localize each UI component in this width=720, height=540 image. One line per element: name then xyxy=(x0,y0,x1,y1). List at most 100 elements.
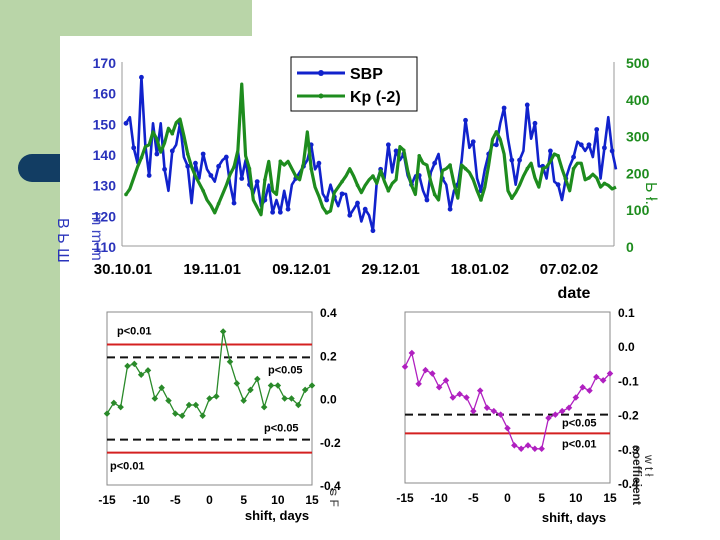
kp-point xyxy=(540,166,545,171)
sbp-point xyxy=(185,163,191,169)
bl-threshold-label: p<0.01 xyxy=(117,325,152,337)
sbp-point xyxy=(200,151,206,157)
bl-thresholds: p<0.01 p<0.05 p<0.05 p<0.01 xyxy=(107,325,312,473)
bl-threshold-label: p<0.01 xyxy=(110,461,145,473)
bl-point xyxy=(308,382,316,389)
main-y-ticks-left: 110 120 130 140 150 160 170 xyxy=(93,55,117,255)
br-point xyxy=(415,380,422,388)
br-point xyxy=(565,404,573,412)
br-x-tick: 5 xyxy=(538,491,545,505)
br-point xyxy=(579,383,586,391)
br-y-tick: -0.2 xyxy=(618,409,639,423)
sbp-point xyxy=(316,160,322,166)
bl-point xyxy=(295,401,302,409)
br-point xyxy=(572,394,580,401)
kp-point xyxy=(340,179,344,184)
kp-point xyxy=(417,154,422,158)
bl-x-ticks: -15 -10 -5 0 5 10 15 xyxy=(98,493,319,507)
bl-x-tick: 5 xyxy=(240,493,247,507)
br-y-tick: -0.3 xyxy=(618,443,639,457)
kp-point xyxy=(247,166,252,171)
kp-point xyxy=(479,198,483,202)
br-point xyxy=(524,442,532,449)
sbp-point xyxy=(447,206,453,212)
br-point xyxy=(408,349,416,357)
bl-point xyxy=(165,397,172,404)
br-point xyxy=(401,363,409,370)
kp-point xyxy=(170,131,175,136)
bl-x-tick: 0 xyxy=(206,493,213,507)
sbp-point xyxy=(139,74,144,80)
kp-point xyxy=(201,189,205,193)
br-point xyxy=(586,387,593,394)
main-y-tick-right: 300 xyxy=(626,129,650,145)
kp-point xyxy=(602,181,607,186)
sbp-point xyxy=(517,157,522,163)
main-y-tick-left: 150 xyxy=(93,116,117,132)
br-point xyxy=(606,370,614,377)
bl-y-tick: 0.2 xyxy=(320,349,337,363)
br-point xyxy=(545,414,552,422)
legend-kp-marker xyxy=(318,93,324,99)
main-x-tick: 19.11.01 xyxy=(183,261,241,278)
bl-plot-frame xyxy=(106,311,313,486)
br-point xyxy=(504,425,511,432)
br-point xyxy=(552,411,559,418)
kp-point xyxy=(293,174,298,178)
sbp-point xyxy=(571,154,576,160)
bottom-left-edge-fragment: ຣ F xyxy=(327,488,341,507)
br-point xyxy=(429,370,436,377)
kp-point xyxy=(494,130,499,134)
kp-point xyxy=(355,183,360,188)
bl-point xyxy=(158,384,165,391)
main-y-tick-left: 140 xyxy=(93,147,117,163)
main-right-edge-fragment: Ь ł. xyxy=(642,182,659,205)
sbp-point xyxy=(146,173,152,178)
sbp-point xyxy=(532,120,538,126)
main-y-tick-left: 130 xyxy=(93,178,117,194)
br-y-tick: -0.4 xyxy=(618,477,639,491)
main-y-tick-right: 0 xyxy=(626,239,634,255)
bl-y-tick: -0.4 xyxy=(320,479,341,493)
kp-point xyxy=(232,165,236,169)
bl-y-ticks: 0.4 0.2 0.0 -0.2 -0.4 xyxy=(320,306,341,493)
bl-point xyxy=(219,328,227,335)
kp-point xyxy=(139,155,144,160)
bl-series xyxy=(103,328,316,420)
br-x-tick: -10 xyxy=(430,491,448,505)
main-left-edge-fragment-2: m m m xyxy=(88,212,105,261)
br-threshold-label: p<0.05 xyxy=(562,418,597,430)
br-x-tick: -5 xyxy=(468,491,479,505)
sbp-point xyxy=(123,120,129,126)
kp-point xyxy=(185,152,190,156)
kp-point xyxy=(309,166,313,171)
bl-x-tick: 15 xyxy=(305,493,319,507)
bl-point xyxy=(274,382,282,389)
br-point xyxy=(449,394,457,401)
background-panel-top xyxy=(0,0,252,36)
sbp-point xyxy=(424,197,430,203)
sbp-point xyxy=(432,160,438,166)
br-point xyxy=(435,383,443,391)
kp-series-line xyxy=(124,82,617,217)
main-x-ticks: 30.10.01 19.11.01 09.12.01 29.12.01 18.01.02… xyxy=(94,261,598,278)
sbp-point xyxy=(385,142,391,148)
kp-point xyxy=(263,177,267,182)
sbp-point xyxy=(609,148,615,154)
sbp-point xyxy=(578,142,584,148)
sbp-point xyxy=(154,151,160,157)
main-y-tick-left: 160 xyxy=(93,86,117,102)
kp-point xyxy=(463,166,468,171)
bl-point xyxy=(178,412,186,420)
background-panel-left xyxy=(0,0,60,540)
sbp-point xyxy=(347,212,353,218)
br-point xyxy=(599,377,607,384)
bl-point xyxy=(206,395,213,402)
br-point xyxy=(511,442,518,449)
content-panel xyxy=(60,36,640,540)
legend-sbp-marker xyxy=(318,70,324,76)
sbp-point xyxy=(277,209,283,215)
bottom-right-edge-fragment-2: w t ł xyxy=(642,454,656,477)
sbp-point xyxy=(131,145,137,151)
